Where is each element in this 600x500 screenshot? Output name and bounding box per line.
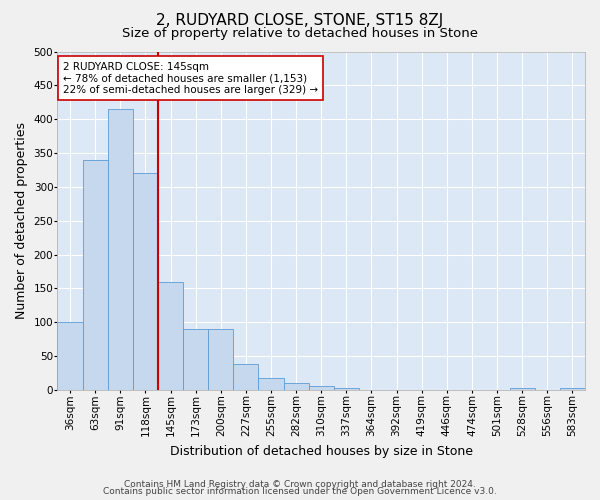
Bar xyxy=(560,388,585,390)
Bar xyxy=(308,386,334,390)
Text: 2, RUDYARD CLOSE, STONE, ST15 8ZJ: 2, RUDYARD CLOSE, STONE, ST15 8ZJ xyxy=(157,12,443,28)
Text: Contains public sector information licensed under the Open Government Licence v3: Contains public sector information licen… xyxy=(103,487,497,496)
X-axis label: Distribution of detached houses by size in Stone: Distribution of detached houses by size … xyxy=(170,444,473,458)
Bar xyxy=(83,160,108,390)
Bar xyxy=(108,109,133,390)
Bar xyxy=(133,174,158,390)
Bar xyxy=(58,322,83,390)
Text: Size of property relative to detached houses in Stone: Size of property relative to detached ho… xyxy=(122,28,478,40)
Bar xyxy=(259,378,284,390)
Bar xyxy=(284,383,308,390)
Text: Contains HM Land Registry data © Crown copyright and database right 2024.: Contains HM Land Registry data © Crown c… xyxy=(124,480,476,489)
Bar xyxy=(183,329,208,390)
Bar xyxy=(334,388,359,390)
Text: 2 RUDYARD CLOSE: 145sqm
← 78% of detached houses are smaller (1,153)
22% of semi: 2 RUDYARD CLOSE: 145sqm ← 78% of detache… xyxy=(63,62,318,95)
Bar xyxy=(233,364,259,390)
Y-axis label: Number of detached properties: Number of detached properties xyxy=(15,122,28,319)
Bar xyxy=(208,329,233,390)
Bar xyxy=(509,388,535,390)
Bar xyxy=(158,282,183,390)
